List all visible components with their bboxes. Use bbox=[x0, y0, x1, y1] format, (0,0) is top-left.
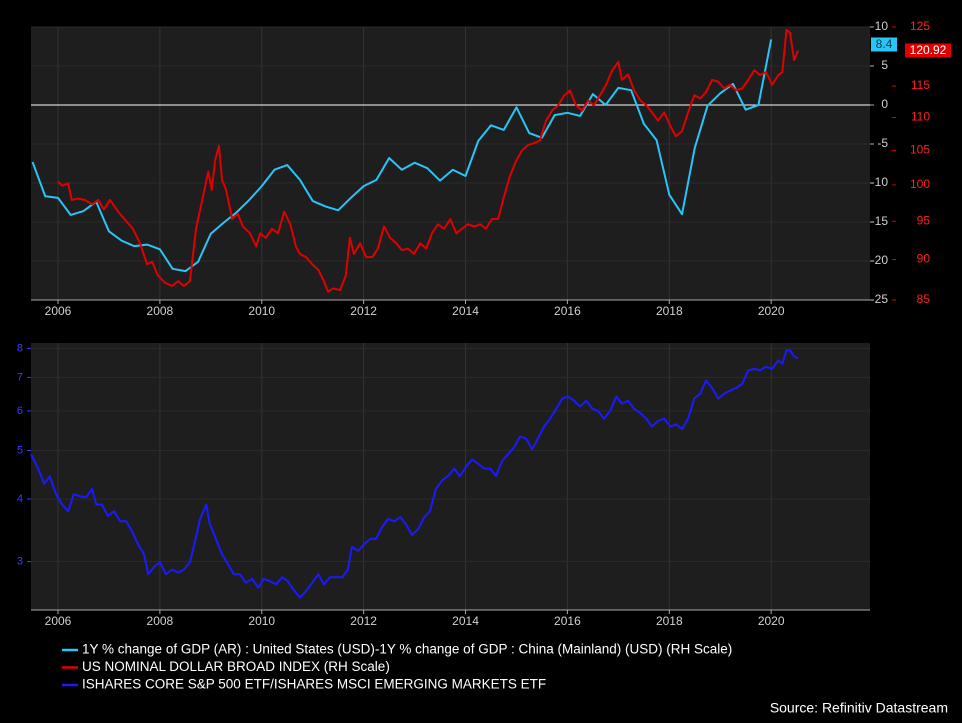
y2-tick-label: 85 bbox=[917, 292, 931, 306]
y-tick-label: 10 bbox=[875, 19, 889, 33]
x-tick-label: 2008 bbox=[147, 304, 174, 318]
source: Source: Refinitiv Datastream bbox=[770, 700, 948, 716]
y-tick-label: 5 bbox=[881, 58, 888, 72]
series-line bbox=[57, 28, 800, 293]
y-tick-label: 6 bbox=[17, 405, 23, 417]
y2-tick-label: 105 bbox=[910, 143, 930, 157]
x-tick-label: 2012 bbox=[350, 304, 377, 318]
x-tick-label: 2016 bbox=[554, 304, 581, 318]
last-value-label: 8.4 bbox=[876, 37, 893, 51]
y-tick-label: 5 bbox=[17, 444, 23, 456]
x-tick-label: 2014 bbox=[452, 304, 479, 318]
legend-label: US NOMINAL DOLLAR BROAD INDEX (RH Scale) bbox=[82, 659, 390, 674]
x-tick-label: 2008 bbox=[147, 614, 174, 628]
plot-area bbox=[31, 27, 870, 300]
plot-area bbox=[31, 343, 870, 610]
x-tick-label: 2014 bbox=[452, 614, 479, 628]
y-tick-label: -10 bbox=[871, 175, 889, 189]
y-tick-label: 7 bbox=[17, 371, 23, 383]
x-tick-label: 2012 bbox=[350, 614, 377, 628]
y-tick-label: -5 bbox=[877, 136, 888, 150]
series-line bbox=[30, 349, 799, 599]
y-tick-label: -15 bbox=[871, 214, 889, 228]
last-value-box bbox=[905, 43, 951, 58]
x-tick-label: 2020 bbox=[758, 304, 785, 318]
y-tick-label: 8 bbox=[17, 342, 23, 354]
y2-tick-label: 125 bbox=[910, 19, 930, 33]
series-line bbox=[31, 39, 773, 273]
y2-tick-label: 90 bbox=[917, 252, 931, 266]
y2-tick-label: 95 bbox=[917, 213, 931, 227]
legend-label: ISHARES CORE S&P 500 ETF/ISHARES MSCI EM… bbox=[82, 677, 546, 692]
legend-label: 1Y % change of GDP (AR) : United States … bbox=[82, 642, 732, 657]
y-tick-label: -20 bbox=[871, 253, 889, 267]
x-tick-label: 2018 bbox=[656, 304, 683, 318]
y2-tick-label: 110 bbox=[911, 110, 930, 124]
x-tick-label: 2018 bbox=[656, 614, 683, 628]
y-tick-label: 3 bbox=[17, 555, 23, 567]
x-tick-label: 2010 bbox=[248, 304, 275, 318]
x-tick-label: 2006 bbox=[45, 304, 72, 318]
x-tick-label: 2016 bbox=[554, 614, 581, 628]
y-tick-label: 4 bbox=[17, 493, 23, 505]
y-tick-label: 0 bbox=[881, 97, 888, 111]
y2-tick-label: 100 bbox=[910, 177, 930, 191]
last-value-label: 120.92 bbox=[910, 43, 947, 57]
y2-tick-label: 115 bbox=[911, 78, 930, 92]
x-tick-label: 2006 bbox=[45, 614, 72, 628]
y-tick-label: -25 bbox=[871, 292, 889, 306]
legend: 1Y % change of GDP (AR) : United States … bbox=[62, 642, 732, 692]
x-tick-label: 2010 bbox=[248, 614, 275, 628]
x-tick-label: 2020 bbox=[758, 614, 785, 628]
last-value-box bbox=[871, 37, 897, 52]
